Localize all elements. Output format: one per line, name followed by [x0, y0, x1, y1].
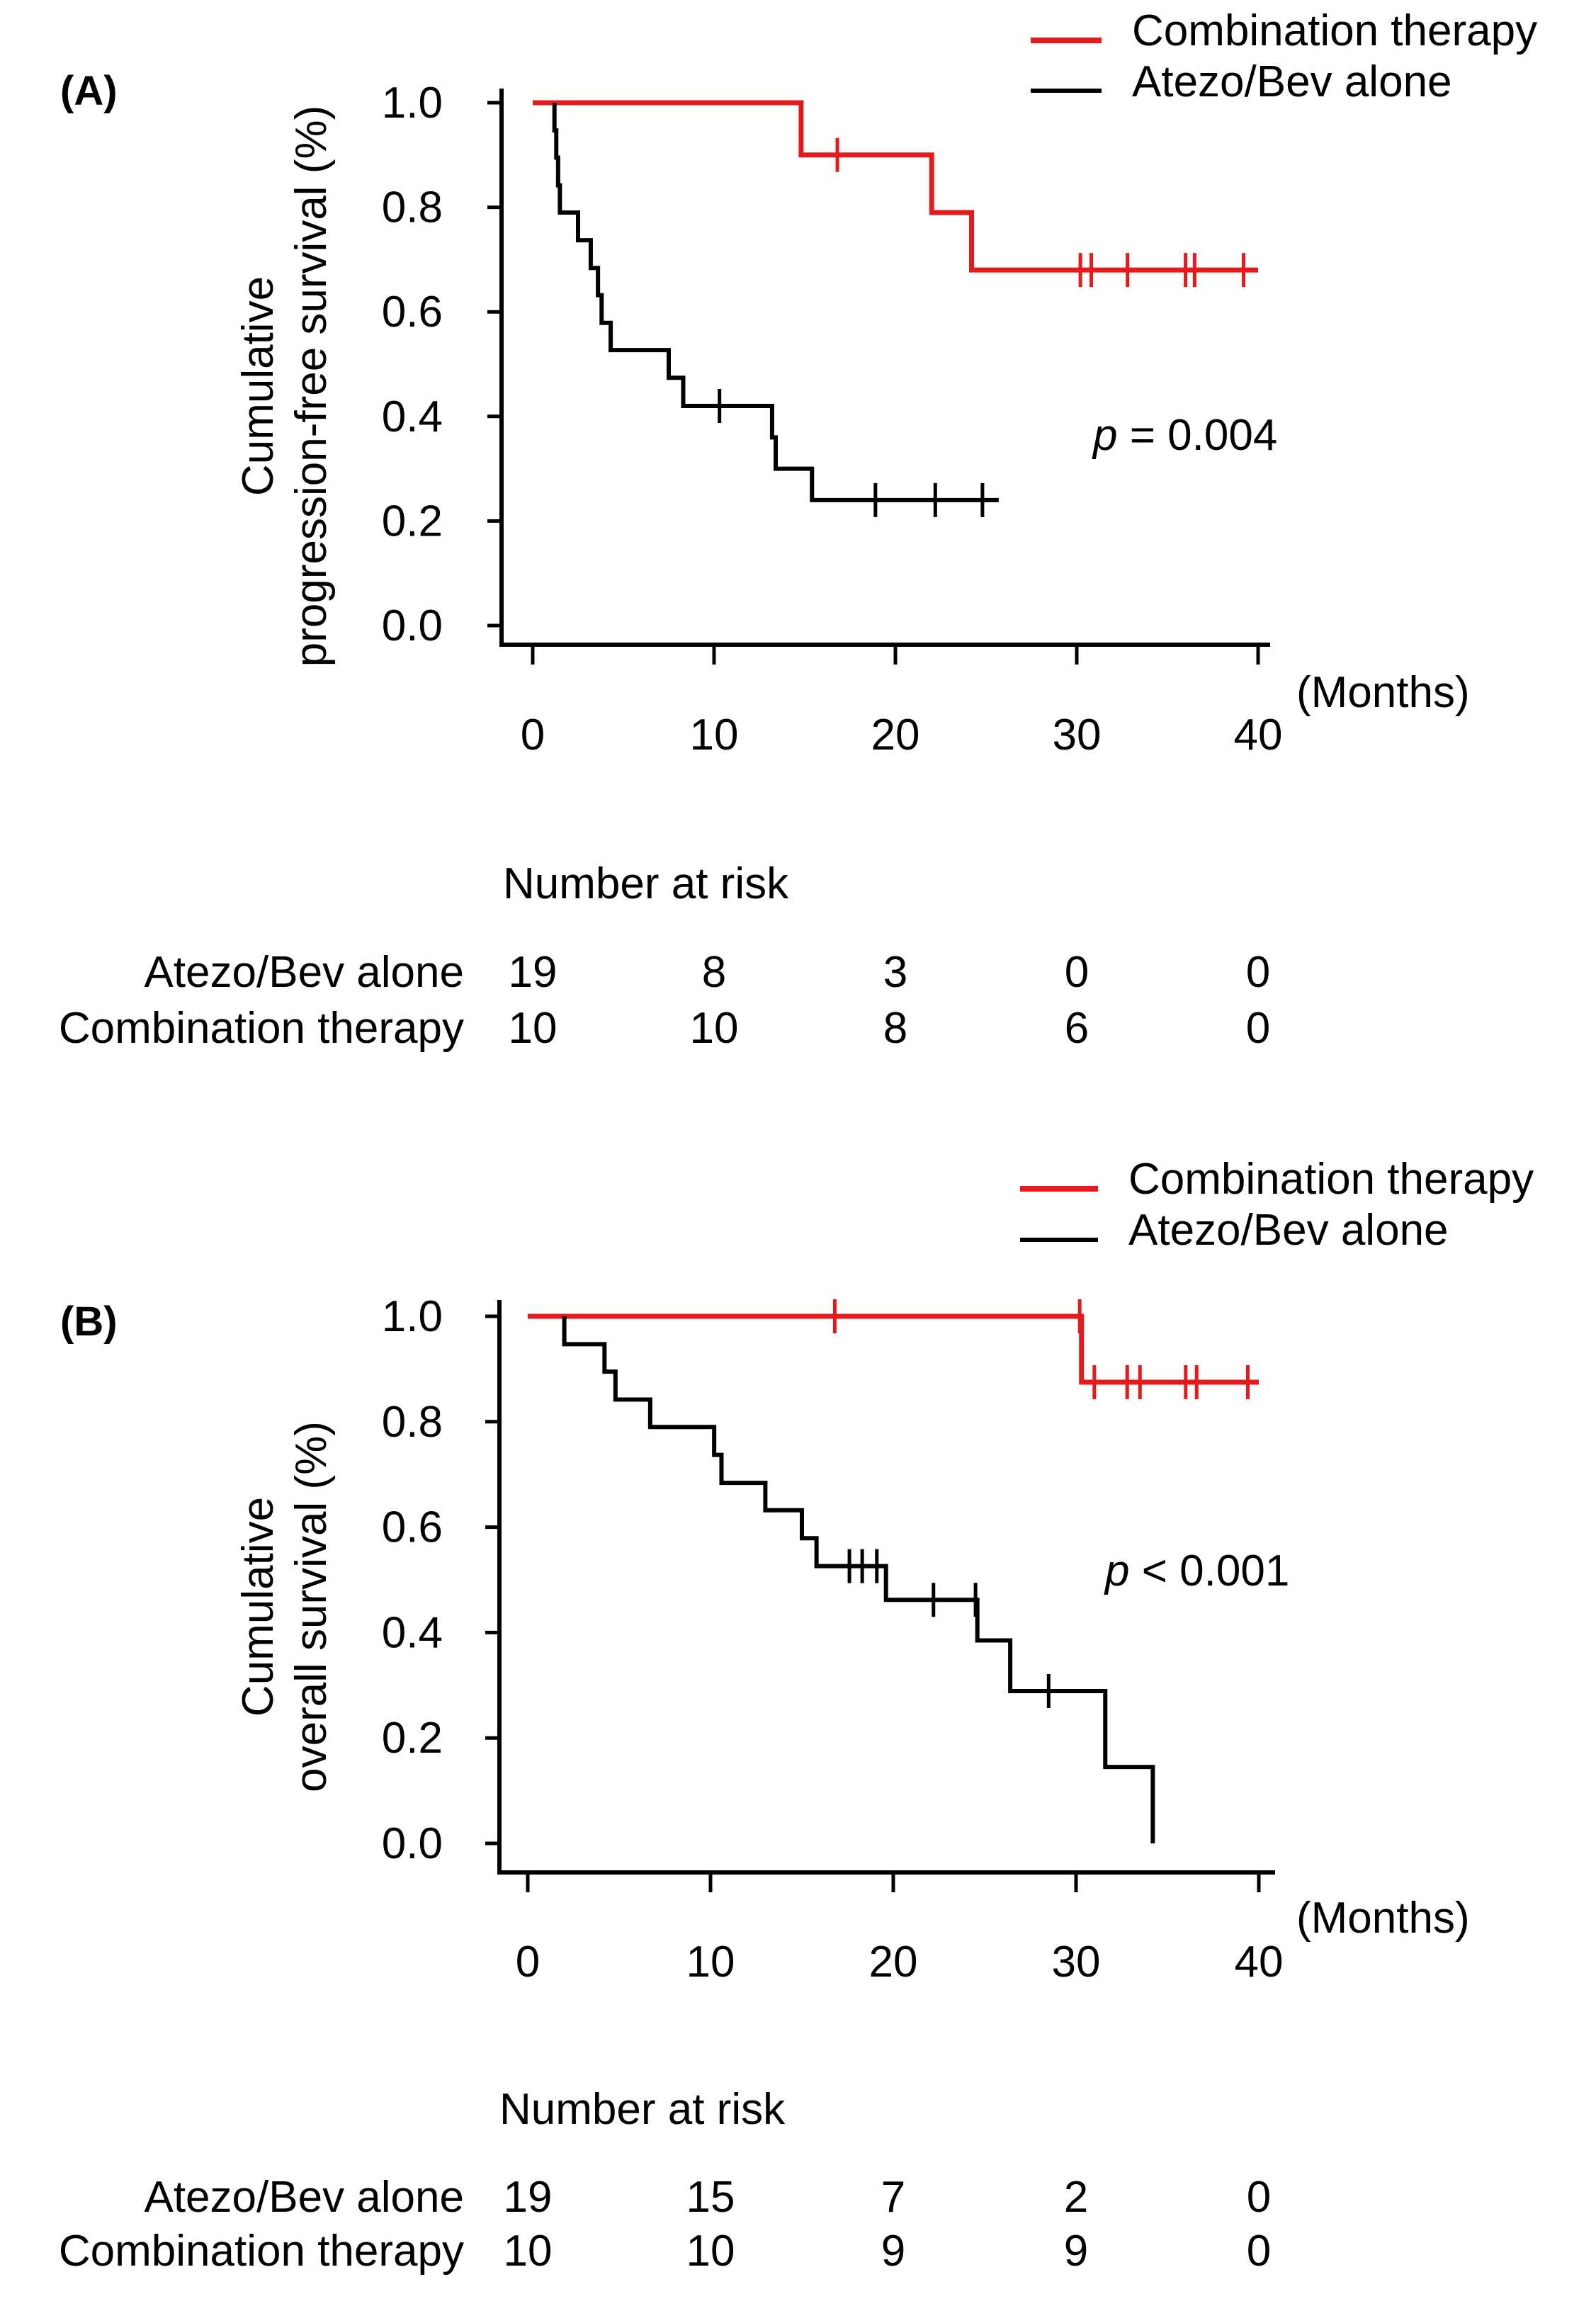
- panel-b-label: (B): [60, 1299, 118, 1345]
- y-tick-label: 0.0: [382, 601, 443, 650]
- panel-b-xlabel: (Months): [1296, 1894, 1470, 1943]
- panel-a-pvalue: p = 0.004: [1092, 411, 1277, 460]
- panel-b-legend: Combination therapy Atezo/Bev alone: [1020, 1155, 1534, 1255]
- y-tick-label: 0.0: [382, 1819, 443, 1868]
- y-tick-label: 0.6: [382, 288, 443, 337]
- p-text: < 0.001: [1129, 1547, 1289, 1595]
- panel-b-pvalue: p < 0.001: [1104, 1547, 1289, 1595]
- x-tick-label: 0: [521, 711, 545, 759]
- x-tick-label: 20: [869, 1938, 918, 1986]
- series-line-atezo: [562, 1316, 1155, 1843]
- risk-value: 7: [881, 2173, 905, 2222]
- panel-a-risk-title: Number at risk: [503, 859, 789, 908]
- x-tick-label: 10: [690, 711, 739, 759]
- risk-value: 19: [509, 948, 558, 997]
- x-tick-label: 30: [1053, 711, 1102, 759]
- risk-value: 0: [1246, 948, 1270, 997]
- p-text: = 0.004: [1117, 411, 1277, 460]
- risk-value: 19: [504, 2173, 553, 2222]
- panel-b-risk-title: Number at risk: [499, 2085, 786, 2134]
- x-tick-label: 20: [871, 711, 920, 759]
- risk-value: 9: [1064, 2227, 1088, 2276]
- legend-label-combination: Combination therapy: [1132, 6, 1537, 55]
- risk-value: 3: [883, 948, 907, 997]
- x-tick-label: 40: [1235, 1938, 1284, 1986]
- legend-label-combination: Combination therapy: [1128, 1155, 1534, 1204]
- x-tick-label: 40: [1234, 711, 1283, 759]
- y-tick-label: 0.6: [382, 1503, 443, 1552]
- x-tick-label: 30: [1052, 1938, 1101, 1986]
- y-tick-label: 0.2: [382, 1714, 443, 1763]
- panel-b-ylabel-line1: Cumulative: [234, 1497, 283, 1717]
- risk-value: 0: [1065, 948, 1089, 997]
- risk-value: 0: [1247, 2227, 1271, 2276]
- risk-value: 0: [1246, 1004, 1270, 1053]
- risk-value: 8: [883, 1004, 907, 1053]
- series-line-combination: [533, 100, 1258, 273]
- y-tick-label: 0.4: [382, 1608, 443, 1657]
- p-symbol: p: [1104, 1547, 1129, 1595]
- y-tick-label: 1.0: [382, 79, 443, 128]
- y-tick-label: 0.4: [382, 392, 443, 441]
- panel-a-ylabel-line1: Cumulative: [234, 276, 283, 496]
- series-line-atezo: [552, 103, 999, 502]
- risk-value: 9: [881, 2227, 905, 2276]
- panel-a-legend: Combination therapy Atezo/Bev alone: [1031, 6, 1537, 106]
- panel-a-xlabel: (Months): [1296, 668, 1470, 717]
- panel-b-ylabel-line2: overall survival (%): [287, 1421, 336, 1792]
- x-tick-label: 10: [686, 1938, 735, 1986]
- risk-value: 10: [690, 1004, 739, 1053]
- panel-a: (A) Combination therapy Atezo/Bev alone …: [59, 6, 1537, 1053]
- risk-value: 8: [702, 948, 726, 997]
- y-tick-label: 1.0: [382, 1292, 443, 1341]
- risk-value: 10: [686, 2227, 735, 2276]
- series-line-combination: [528, 1313, 1259, 1385]
- panel-a-label: (A): [60, 68, 118, 114]
- panel-a-ylabel-line2: progression-free survival (%): [287, 106, 336, 667]
- y-tick-label: 0.8: [382, 1398, 443, 1447]
- risk-row-label: Atezo/Bev alone: [144, 948, 464, 997]
- p-symbol: p: [1092, 411, 1117, 460]
- risk-row-label: Combination therapy: [59, 1004, 464, 1053]
- risk-row-label: Atezo/Bev alone: [144, 2173, 464, 2222]
- panel-b: (B) Combination therapy Atezo/Bev alone …: [59, 1155, 1534, 2276]
- legend-label-atezo: Atezo/Bev alone: [1128, 1206, 1449, 1255]
- risk-value: 10: [509, 1004, 558, 1053]
- risk-row-label: Combination therapy: [59, 2227, 464, 2276]
- risk-value: 2: [1064, 2173, 1088, 2222]
- y-tick-label: 0.2: [382, 497, 443, 546]
- x-tick-label: 0: [516, 1938, 540, 1986]
- risk-value: 10: [504, 2227, 553, 2276]
- legend-label-atezo: Atezo/Bev alone: [1132, 57, 1452, 106]
- y-tick-label: 0.8: [382, 183, 443, 232]
- risk-value: 15: [686, 2173, 735, 2222]
- risk-value: 6: [1065, 1004, 1089, 1053]
- risk-value: 0: [1247, 2173, 1271, 2222]
